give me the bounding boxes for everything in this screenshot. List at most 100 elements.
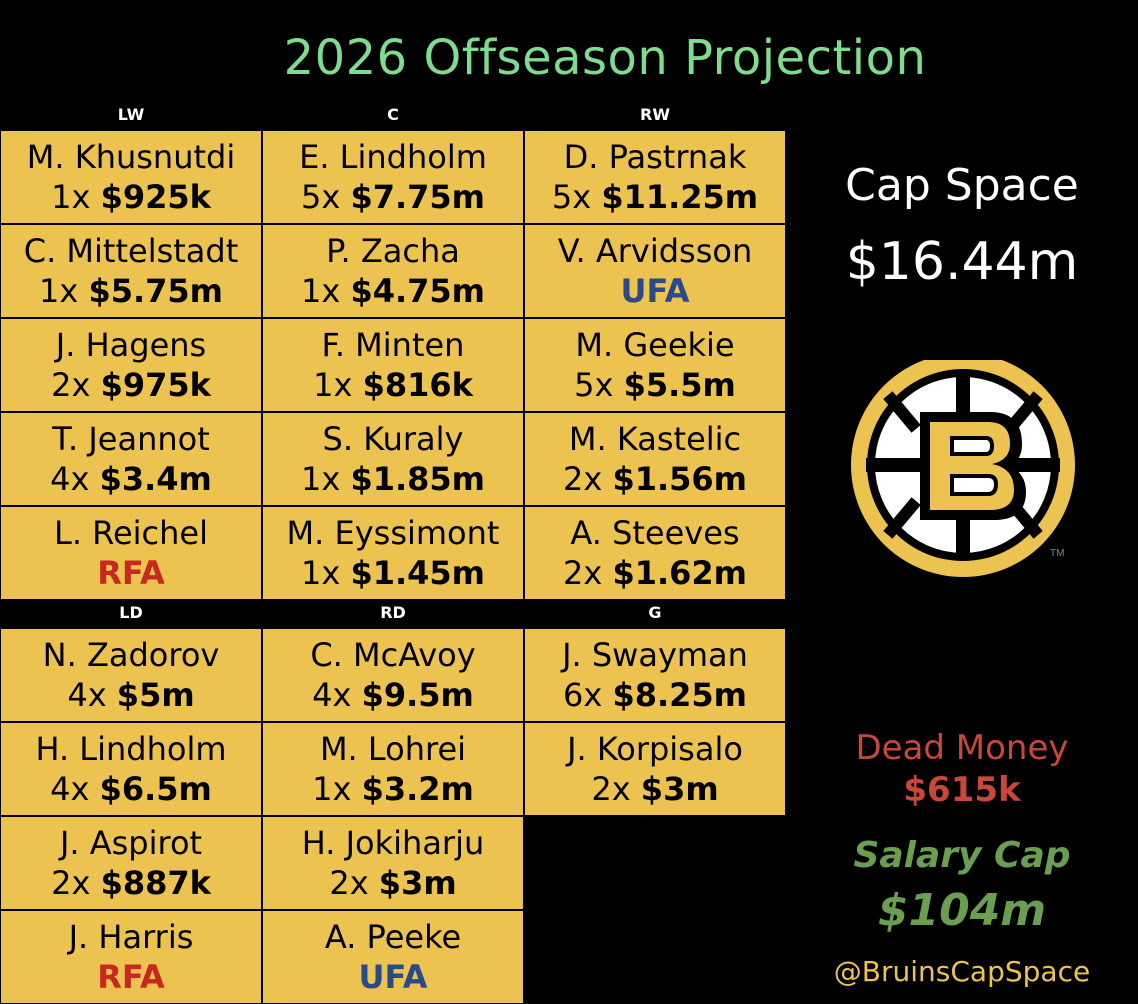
player-card: J. Korpisalo 2x $3m [524,722,786,816]
bruins-b-logo-icon: TM [851,360,1075,577]
player-name: N. Zadorov [42,636,220,674]
contract-terms: 5x $11.25m [552,177,758,217]
dead-money-label: Dead Money [855,728,1069,768]
contract-amount: $3m [640,770,719,808]
player-card: J. Hagens 2x $975k [0,318,262,412]
player-card: J. Swayman 6x $8.25m [524,628,786,722]
player-card: L. Reichel RFA [0,506,262,600]
player-name: J. Swayman [562,636,748,674]
contract-amount: $4.75m [350,272,486,310]
contract-terms: 2x $3m [591,769,718,809]
player-card: E. Lindholm 5x $7.75m [262,130,524,224]
player-card: J. Harris RFA [0,910,262,1004]
contract-terms: 2x $887k [51,863,211,903]
contract-years: 2x [51,366,91,404]
contract-terms: 1x $4.75m [301,271,485,311]
contract-amount: $11.25m [601,178,759,216]
player-name: J. Hagens [55,326,207,364]
player-name: A. Steeves [570,514,740,552]
contract-amount: $816k [362,366,473,404]
contract-amount: $1.45m [350,554,486,592]
player-card: A. Peeke UFA [262,910,524,1004]
twitter-handle: @BruinsCapSpace [833,955,1091,988]
contract-terms: 2x $3m [329,863,456,903]
player-name: H. Lindholm [35,730,227,768]
contract-terms: 1x $3.2m [312,769,474,809]
player-card: M. Eyssimont 1x $1.45m [262,506,524,600]
contract-years: 2x [329,864,369,902]
player-name: P. Zacha [326,232,460,270]
contract-amount: $9.5m [361,676,474,714]
free-agent-status: UFA [620,272,690,310]
contract-terms: 1x $1.45m [301,553,485,593]
player-name: M. Kastelic [568,420,742,458]
contract-amount: $975k [100,366,211,404]
free-agent-status: RFA [97,554,165,592]
position-header-ld: LD [119,603,143,622]
contract-amount: $7.75m [350,178,486,216]
contract-years: 2x [562,460,603,498]
player-card: F. Minten 1x $816k [262,318,524,412]
player-name: C. Mittelstadt [23,232,239,270]
contract-terms: 5x $5.5m [574,365,736,405]
player-name: F. Minten [321,326,465,364]
player-card: C. McAvoy 4x $9.5m [262,628,524,722]
player-card: P. Zacha 1x $4.75m [262,224,524,318]
player-card: D. Pastrnak 5x $11.25m [524,130,786,224]
contract-terms: 4x $6.5m [50,769,212,809]
contract-terms: 1x $1.85m [301,459,485,499]
page-title: 2026 Offseason Projection [283,30,927,86]
player-name: D. Pastrnak [563,138,747,176]
contract-years: 1x [38,272,79,310]
contract-amount: $5m [116,676,195,714]
contract-amount: $3.4m [99,460,212,498]
contract-years: 2x [591,770,631,808]
contract-years: 1x [313,366,353,404]
position-header-rd: RD [380,603,406,622]
position-header-c: C [387,105,399,124]
contract-years: 2x [562,554,603,592]
contract-amount: $1.62m [612,554,748,592]
cap-space-label: Cap Space [845,160,1079,211]
player-card: M. Kastelic 2x $1.56m [524,412,786,506]
contract-years: 1x [300,460,341,498]
player-name: S. Kuraly [322,420,464,458]
player-card: S. Kuraly 1x $1.85m [262,412,524,506]
player-card: J. Aspirot 2x $887k [0,816,262,910]
contract-amount: $5.5m [623,366,736,404]
contract-years: 5x [574,366,614,404]
contract-amount: $6.5m [99,770,212,808]
player-name: M. Geekie [575,326,735,364]
contract-years: 4x [312,676,352,714]
position-header-lw: LW [117,105,145,124]
free-agent-status: UFA [358,958,428,996]
contract-years: 1x [300,272,341,310]
contract-terms: 1x $925k [51,177,211,217]
player-name: J. Korpisalo [567,730,743,768]
player-card: H. Jokiharju 2x $3m [262,816,524,910]
player-card: C. Mittelstadt 1x $5.75m [0,224,262,318]
contract-terms: 2x $1.56m [563,459,747,499]
contract-amount: $5.75m [88,272,224,310]
player-name: J. Aspirot [59,824,203,862]
player-name: M. Khusnutdi [26,138,236,176]
player-name: M. Eyssimont [286,514,500,552]
contract-amount: $925k [100,178,211,216]
contract-amount: $887k [100,864,211,902]
contract-terms: 5x $7.75m [301,177,485,217]
contract-amount: $1.85m [350,460,486,498]
player-card: M. Khusnutdi 1x $925k [0,130,262,224]
contract-amount: $1.56m [612,460,748,498]
position-header-rw: RW [640,105,670,124]
contract-terms: 6x $8.25m [563,675,747,715]
player-name: A. Peeke [324,918,462,956]
player-card: A. Steeves 2x $1.62m [524,506,786,600]
player-card: V. Arvidsson UFA [524,224,786,318]
contract-terms: 2x $975k [51,365,211,405]
player-card: T. Jeannot 4x $3.4m [0,412,262,506]
cap-space-value: $16.44m [845,232,1079,292]
contract-years: 1x [312,770,352,808]
contract-years: 4x [50,460,90,498]
salary-cap-label: Salary Cap [853,835,1071,876]
position-header-g: G [648,603,662,622]
